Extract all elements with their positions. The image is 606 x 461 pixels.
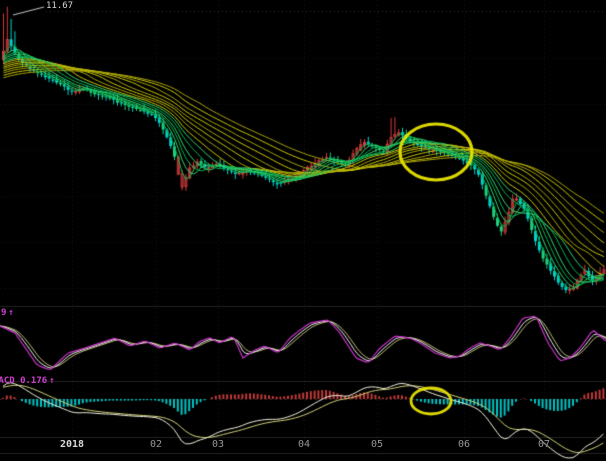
price-annotation: 11.67: [46, 1, 73, 11]
axis-tick-07: 07: [537, 439, 551, 450]
up-arrow-icon: ↑: [49, 376, 55, 386]
oscillator-indicator-label: 9 ↑: [1, 308, 14, 318]
macd-indicator-label: MACD 0.176↑: [0, 376, 55, 386]
macd-value: MACD 0.176: [0, 376, 48, 386]
oscillator-value: 9: [1, 308, 7, 318]
up-arrow-icon: ↑: [8, 308, 14, 318]
axis-tick-2018: 2018: [59, 439, 85, 450]
axis-tick-05: 05: [370, 439, 384, 450]
axis-tick-03: 03: [211, 439, 225, 450]
axis-tick-06: 06: [457, 439, 471, 450]
axis-tick-02: 02: [149, 439, 163, 450]
axis-tick-04: 04: [297, 439, 311, 450]
price-annotation-value: 11.67: [46, 1, 74, 11]
